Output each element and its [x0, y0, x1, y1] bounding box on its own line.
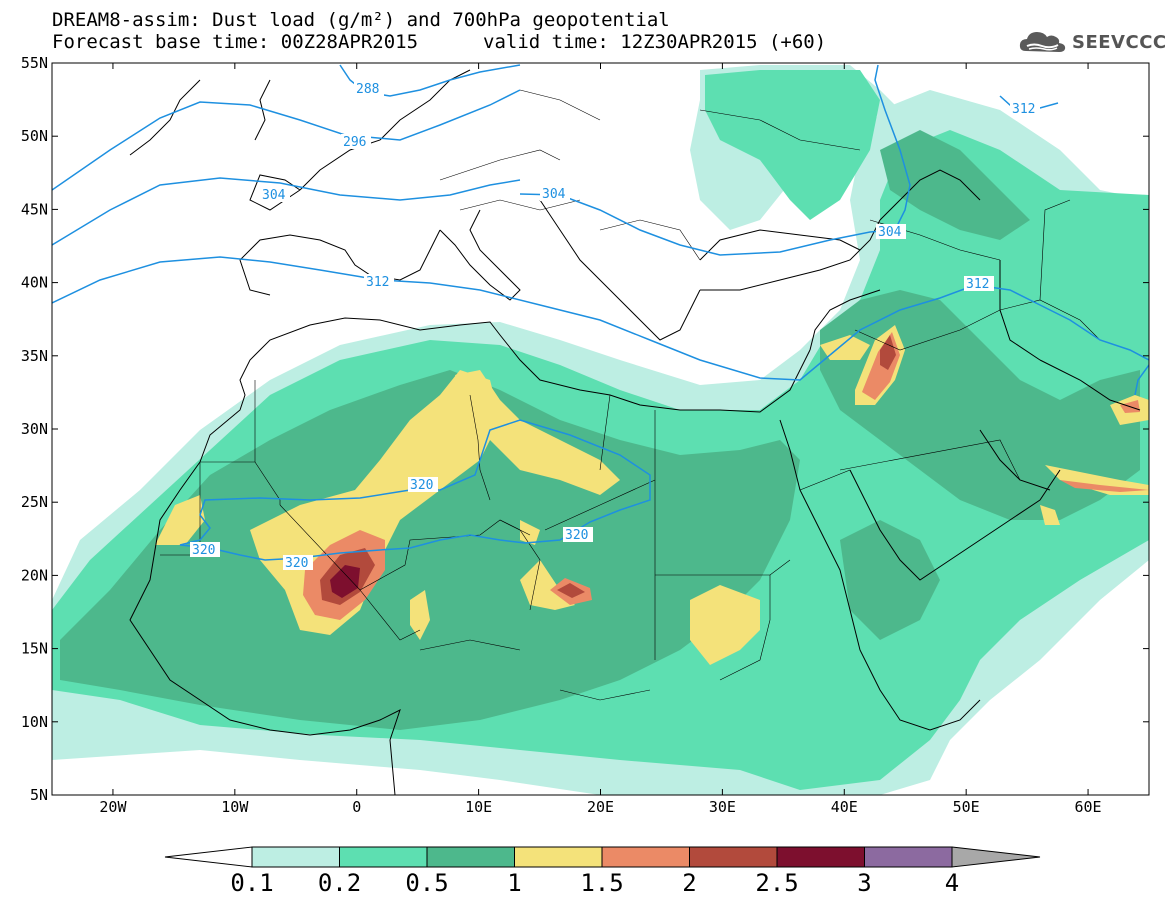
logo-text: SEEVCCC [1072, 31, 1165, 53]
seevccc-logo: SEEVCCC [1018, 28, 1165, 56]
lat-label: 55N [21, 54, 48, 72]
colorbar-tick-label: 0.2 [317, 869, 362, 897]
contour-label: 312 [1012, 102, 1035, 117]
colorbar-low-arrow [164, 846, 253, 868]
colorbar-swatch [776, 846, 865, 868]
lon-label: 20W [99, 798, 127, 816]
colorbar-tick-label: 3 [857, 869, 872, 897]
coastlines [129, 69, 1141, 795]
map-title: DREAM8-assim: Dust load (g/m²) and 700hP… [52, 9, 670, 31]
longitude-labels: 20W 10W 0 10E 20E 30E 40E 50E 60E [99, 798, 1101, 816]
contour-label: 320 [192, 543, 215, 558]
contour-label: 288 [356, 82, 379, 97]
lon-label: 20E [587, 798, 614, 816]
lon-label: 50E [953, 798, 980, 816]
contour-label: 296 [343, 135, 366, 150]
contour-labels: 288 296 304 304 304 312 312 312 320 320 … [190, 81, 1040, 571]
lon-label: 10W [221, 798, 249, 816]
lon-label: 0 [352, 798, 361, 816]
colorbar-tick-label: 0.1 [230, 869, 274, 897]
lon-label: 30E [709, 798, 736, 816]
lat-label: 20N [21, 566, 48, 584]
colorbar [164, 846, 1041, 868]
lon-label: 40E [831, 798, 858, 816]
colorbar-swatch [514, 846, 603, 868]
axis-ticks [52, 62, 1149, 796]
lat-label: 25N [21, 493, 48, 511]
contour-label: 304 [878, 225, 902, 240]
lat-label: 30N [21, 420, 48, 438]
contour-label: 320 [410, 478, 433, 493]
contour-label: 320 [565, 528, 588, 543]
colorbar-tick-label: 1 [507, 869, 522, 897]
colorbar-tick-label: 2.5 [755, 869, 799, 897]
lat-label: 40N [21, 274, 48, 292]
lat-label: 5N [30, 786, 48, 804]
latitude-labels: 55N 50N 45N 40N 35N 30N 25N 20N 15N 10N 5N [21, 54, 48, 804]
geopotential-contours [52, 64, 1149, 561]
colorbar-high-arrow [951, 846, 1041, 868]
colorbar-tick-label: 1.5 [580, 869, 624, 897]
lat-label: 45N [21, 200, 48, 218]
cloud-icon [1019, 32, 1066, 52]
colorbar-tick-label: 4 [944, 869, 960, 897]
colorbar-tick-label: 0.5 [405, 869, 449, 897]
contour-label: 320 [285, 556, 308, 571]
colorbar-swatch [601, 846, 690, 868]
dust-field-2.5 [330, 565, 360, 598]
forecast-base-time: Forecast base time: 00Z28APR2015 [52, 31, 419, 53]
lat-label: 10N [21, 713, 48, 731]
plot-area: 288 296 304 304 304 312 312 312 320 320 … [52, 63, 1149, 795]
valid-time: valid time: 12Z30APR2015 (+60) [483, 31, 827, 53]
colorbar-tick-label: 2 [682, 869, 697, 897]
colorbar-swatch [251, 846, 340, 868]
colorbar-swatch [864, 846, 953, 868]
lat-label: 15N [21, 640, 48, 658]
contour-label: 312 [966, 277, 989, 292]
contour-label: 304 [542, 187, 566, 202]
colorbar-swatch [426, 846, 515, 868]
lat-label: 50N [21, 127, 48, 145]
lon-label: 60E [1075, 798, 1102, 816]
contour-label: 304 [262, 188, 286, 203]
lon-label: 10E [465, 798, 492, 816]
colorbar-swatch [339, 846, 428, 868]
contour-label: 312 [366, 275, 389, 290]
lat-label: 35N [21, 347, 48, 365]
colorbar-swatch [689, 846, 778, 868]
